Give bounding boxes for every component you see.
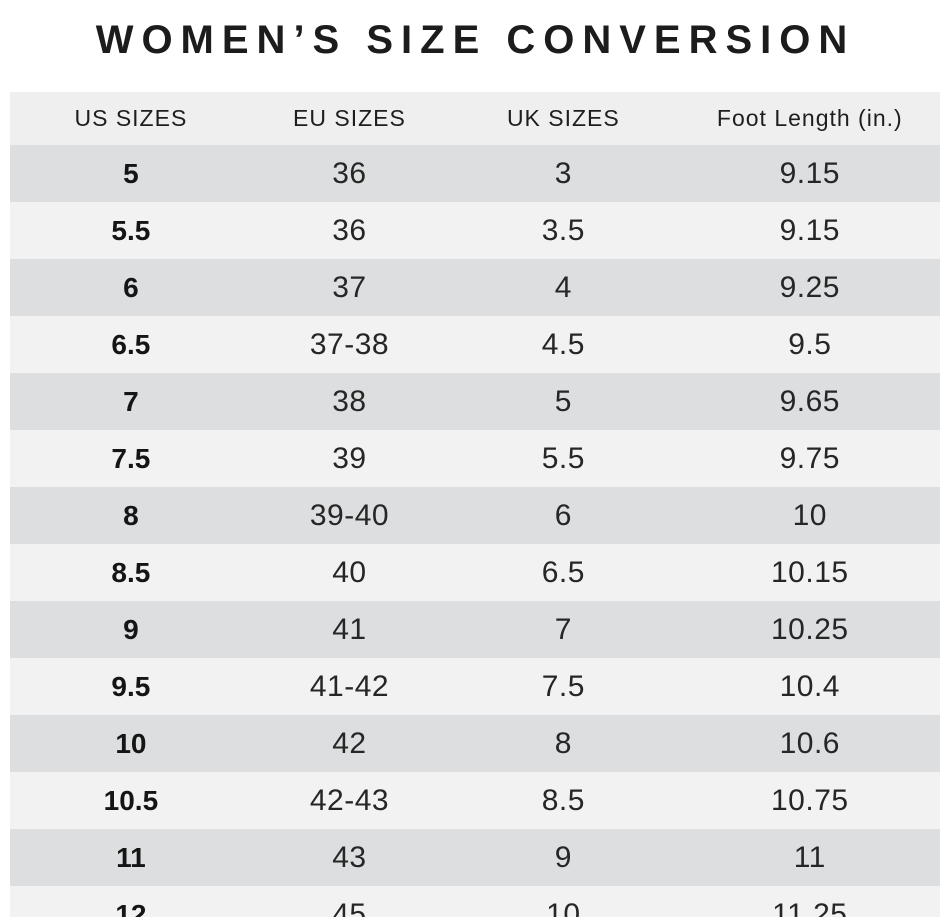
cell-value: 36 [251,202,448,259]
table-row: 6.5 37-38 4.5 9.5 [10,316,940,373]
table-row: 8 39-40 6 10 [10,487,940,544]
cell-value: 3.5 [447,202,680,259]
cell-us-size: 12 [10,886,252,917]
cell-us-size: 7 [10,373,252,430]
cell-value: 9.15 [679,202,940,259]
cell-value: 43 [251,829,448,886]
cell-value: 10.75 [679,772,940,829]
cell-us-size: 6.5 [10,316,252,373]
cell-value: 38 [251,373,448,430]
cell-value: 4.5 [447,316,680,373]
cell-value: 4 [447,259,680,316]
cell-value: 11 [679,829,940,886]
cell-value: 9.65 [679,373,940,430]
table-header-row: US SIZES EU SIZES UK SIZES Foot Length (… [10,92,940,145]
cell-value: 8.5 [447,772,680,829]
cell-value: 40 [251,544,448,601]
cell-value: 7.5 [447,658,680,715]
cell-value: 45 [251,886,448,917]
cell-value: 9.25 [679,259,940,316]
cell-us-size: 7.5 [10,430,252,487]
cell-us-size: 5.5 [10,202,252,259]
cell-value: 41 [251,601,448,658]
cell-value: 8 [447,715,680,772]
cell-value: 5 [447,373,680,430]
cell-us-size: 10.5 [10,772,252,829]
cell-value: 10.6 [679,715,940,772]
cell-value: 10.15 [679,544,940,601]
cell-us-size: 5 [10,145,252,202]
table-row: 10 42 8 10.6 [10,715,940,772]
cell-us-size: 9.5 [10,658,252,715]
cell-value: 7 [447,601,680,658]
table-row: 11 43 9 11 [10,829,940,886]
table-row: 5 36 3 9.15 [10,145,940,202]
cell-us-size: 8 [10,487,252,544]
cell-value: 9.5 [679,316,940,373]
cell-value: 11.25 [679,886,940,917]
cell-value: 9 [447,829,680,886]
cell-us-size: 8.5 [10,544,252,601]
cell-value: 10.4 [679,658,940,715]
cell-value: 42-43 [251,772,448,829]
cell-value: 10 [447,886,680,917]
cell-value: 5.5 [447,430,680,487]
table-row: 12 45 10 11.25 [10,886,940,917]
cell-value: 41-42 [251,658,448,715]
table-row: 9.5 41-42 7.5 10.4 [10,658,940,715]
table-row: 9 41 7 10.25 [10,601,940,658]
size-conversion-table: US SIZES EU SIZES UK SIZES Foot Length (… [10,92,940,917]
cell-value: 9.75 [679,430,940,487]
table-row: 8.5 40 6.5 10.15 [10,544,940,601]
table-row: 10.5 42-43 8.5 10.75 [10,772,940,829]
cell-us-size: 10 [10,715,252,772]
cell-value: 37-38 [251,316,448,373]
cell-value: 10.25 [679,601,940,658]
cell-value: 36 [251,145,448,202]
cell-value: 37 [251,259,448,316]
table-row: 7.5 39 5.5 9.75 [10,430,940,487]
cell-value: 39 [251,430,448,487]
table-row: 7 38 5 9.65 [10,373,940,430]
table-header: US SIZES EU SIZES UK SIZES Foot Length (… [10,92,940,145]
table-body: 5 36 3 9.15 5.5 36 3.5 9.15 6 37 4 9.25 6.5 37-38 4.5 9… [10,145,940,917]
table-row: 6 37 4 9.25 [10,259,940,316]
cell-value: 6 [447,487,680,544]
column-header-uk-sizes: UK SIZES [447,92,680,145]
cell-value: 42 [251,715,448,772]
cell-us-size: 9 [10,601,252,658]
table-row: 5.5 36 3.5 9.15 [10,202,940,259]
cell-us-size: 6 [10,259,252,316]
column-header-eu-sizes: EU SIZES [251,92,448,145]
column-header-us-sizes: US SIZES [10,92,252,145]
page-title: WOMEN’S SIZE CONVERSION [95,18,856,62]
cell-value: 39-40 [251,487,448,544]
cell-value: 3 [447,145,680,202]
column-header-foot-length: Foot Length (in.) [679,92,940,145]
cell-value: 9.15 [679,145,940,202]
cell-us-size: 11 [10,829,252,886]
cell-value: 6.5 [447,544,680,601]
cell-value: 10 [679,487,940,544]
size-conversion-table-container: US SIZES EU SIZES UK SIZES Foot Length (… [10,92,940,917]
